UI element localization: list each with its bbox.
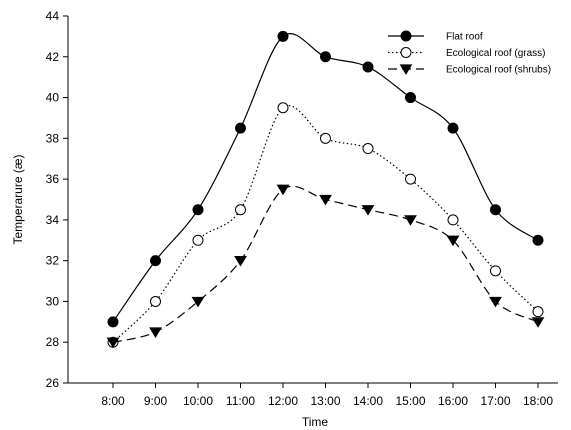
series-line [112,104,539,343]
data-point [447,214,459,226]
series-line [112,33,539,323]
data-point [320,132,331,144]
y-tick-label: 28 [46,335,60,349]
data-point [234,256,247,267]
y-tick-label: 32 [46,254,60,268]
x-tick-label: 14:00 [353,394,383,408]
x-tick-label: 15:00 [395,394,425,408]
x-tick-label: 9:00 [144,394,168,408]
legend-item: Ecological roof (grass) [388,47,545,59]
data-point [191,296,205,308]
y-tick-label: 36 [46,172,60,186]
axes [67,16,558,384]
data-point [490,204,501,216]
data-point [277,102,289,114]
data-point [362,143,374,155]
y-tick-label: 40 [46,91,60,105]
x-ticks: 8:00 9:00 10:00 11:00 12:00 13:00 14:00 15:00 16… [101,383,553,408]
legend: Flat roof Ecological roof (grass) Ecologic… [388,30,551,76]
data-point [235,204,246,216]
y-axis-label: Temperarure (æ) [11,154,25,244]
data-point [150,255,161,267]
x-tick-label: 11:00 [226,394,255,408]
series-flat-roof [107,30,544,328]
data-point [106,337,120,349]
data-point [150,295,161,307]
legend-label: Flat roof [446,32,483,43]
series-group [106,30,545,349]
legend-item: Flat roof [388,30,483,43]
y-tick-label: 30 [46,294,60,308]
y-tick-label: 38 [46,131,60,145]
data-point [531,317,545,328]
y-tick-label: 42 [46,50,60,64]
data-point [320,51,331,63]
data-point [489,296,502,308]
data-point [405,92,416,104]
data-point [447,122,459,134]
data-point [362,61,374,73]
data-point [276,184,290,196]
x-tick-label: 18:00 [523,394,553,408]
legend-marker [400,47,412,58]
data-point [532,306,544,318]
data-point [235,122,246,134]
data-point [532,234,544,246]
series-ecological-roof-shrubs [106,184,545,349]
x-axis-label: Time [302,415,329,429]
data-point [107,316,119,328]
data-point [404,215,417,226]
legend-marker [400,30,412,42]
series-line [112,185,539,343]
data-point [277,30,289,42]
data-point [446,235,460,247]
y-tick-label: 34 [46,213,60,227]
x-tick-label: 8:00 [101,394,125,408]
legend-marker [399,64,413,75]
x-tick-label: 10:00 [183,394,213,408]
data-point [490,265,501,277]
x-tick-label: 17:00 [480,394,510,408]
x-tick-label: 16:00 [438,394,468,408]
data-point [149,327,162,338]
y-ticks: 26 28 30 32 34 36 38 40 42 44 [46,9,68,390]
data-point [361,205,375,216]
data-point [192,234,204,246]
legend-label: Ecological roof (shrubs) [446,65,551,76]
series-ecological-roof-grass [107,102,544,348]
y-tick-label: 44 [46,9,60,23]
legend-item: Ecological roof (shrubs) [388,64,551,76]
x-tick-label: 13:00 [310,394,340,408]
y-tick-label: 26 [46,376,60,390]
data-point [319,194,332,206]
legend-label: Ecological roof (grass) [446,48,545,59]
data-point [192,204,204,216]
data-point [405,173,416,185]
x-tick-label: 12:00 [268,394,298,408]
